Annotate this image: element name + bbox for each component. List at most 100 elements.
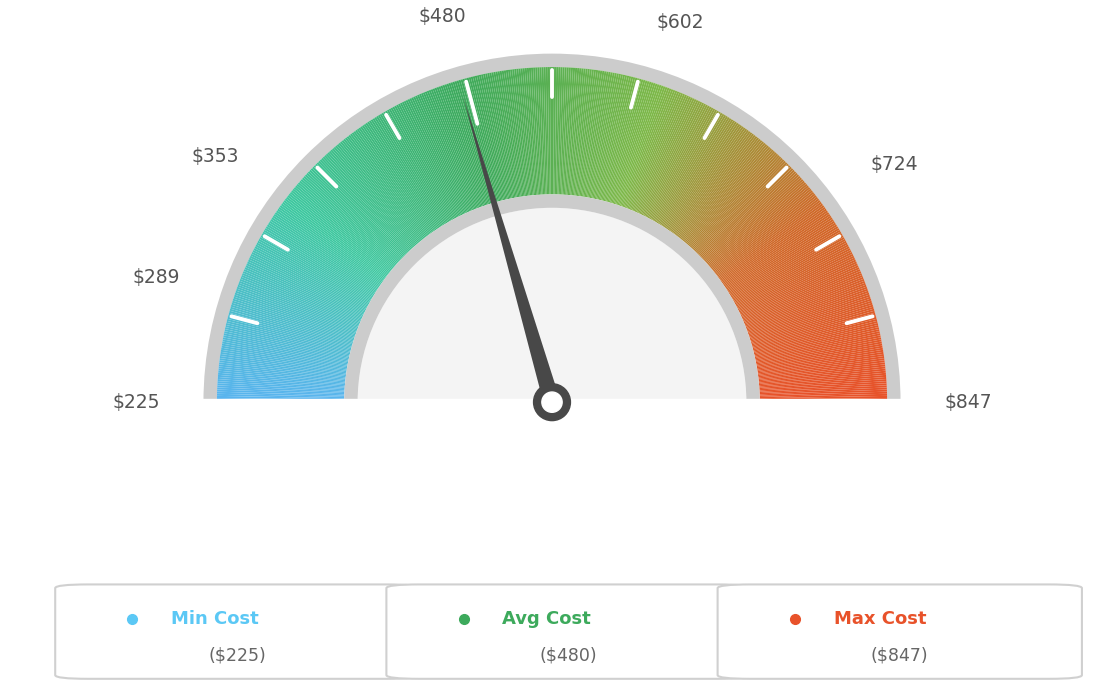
Wedge shape — [262, 233, 372, 299]
Wedge shape — [670, 126, 744, 232]
Wedge shape — [760, 390, 887, 395]
Wedge shape — [756, 344, 882, 367]
Wedge shape — [617, 84, 659, 206]
Wedge shape — [657, 112, 723, 224]
Wedge shape — [287, 195, 389, 275]
Wedge shape — [418, 94, 470, 211]
Wedge shape — [540, 67, 545, 195]
Wedge shape — [614, 82, 654, 204]
Wedge shape — [552, 67, 554, 195]
Wedge shape — [238, 281, 359, 328]
Wedge shape — [754, 321, 878, 353]
Wedge shape — [708, 181, 805, 266]
Circle shape — [542, 392, 562, 413]
Wedge shape — [753, 315, 877, 349]
Wedge shape — [413, 97, 467, 213]
Wedge shape — [426, 90, 476, 210]
Wedge shape — [665, 120, 735, 228]
Wedge shape — [740, 259, 856, 315]
Wedge shape — [248, 259, 364, 315]
Wedge shape — [446, 83, 488, 205]
Wedge shape — [221, 350, 347, 371]
Wedge shape — [358, 208, 746, 402]
Wedge shape — [425, 91, 475, 210]
Wedge shape — [662, 118, 732, 227]
Wedge shape — [715, 195, 817, 275]
Wedge shape — [222, 342, 348, 366]
Wedge shape — [596, 75, 625, 199]
Wedge shape — [697, 161, 786, 253]
Wedge shape — [222, 344, 348, 367]
Wedge shape — [510, 70, 528, 196]
Wedge shape — [229, 313, 352, 348]
Wedge shape — [602, 77, 634, 201]
Wedge shape — [676, 132, 753, 235]
Wedge shape — [758, 362, 885, 379]
Wedge shape — [438, 86, 482, 207]
Wedge shape — [740, 257, 856, 314]
Wedge shape — [548, 67, 551, 195]
Wedge shape — [718, 200, 820, 278]
Wedge shape — [280, 204, 384, 280]
Wedge shape — [618, 85, 661, 206]
Wedge shape — [481, 75, 509, 199]
Wedge shape — [538, 67, 544, 195]
Wedge shape — [749, 293, 870, 335]
Wedge shape — [713, 190, 813, 272]
Wedge shape — [750, 297, 871, 338]
Wedge shape — [224, 333, 349, 361]
Wedge shape — [217, 390, 344, 395]
Wedge shape — [691, 154, 778, 249]
Wedge shape — [562, 68, 571, 195]
Wedge shape — [321, 158, 410, 252]
Wedge shape — [746, 285, 867, 331]
Wedge shape — [582, 70, 603, 197]
Wedge shape — [407, 99, 464, 215]
Wedge shape — [629, 91, 679, 210]
Wedge shape — [300, 179, 397, 265]
Wedge shape — [608, 80, 646, 203]
Wedge shape — [553, 67, 556, 195]
Wedge shape — [289, 192, 390, 273]
Wedge shape — [355, 130, 431, 234]
Wedge shape — [240, 279, 359, 327]
Wedge shape — [732, 235, 843, 299]
Wedge shape — [421, 93, 471, 211]
Wedge shape — [760, 383, 887, 392]
Wedge shape — [369, 120, 439, 228]
Wedge shape — [702, 171, 796, 260]
Wedge shape — [611, 80, 648, 203]
Text: Avg Cost: Avg Cost — [502, 609, 591, 628]
Wedge shape — [741, 262, 857, 316]
Wedge shape — [739, 254, 853, 311]
FancyBboxPatch shape — [55, 584, 420, 679]
Wedge shape — [607, 79, 644, 202]
Wedge shape — [277, 208, 382, 283]
Wedge shape — [253, 250, 367, 309]
Wedge shape — [243, 271, 361, 322]
Wedge shape — [760, 400, 888, 402]
Wedge shape — [222, 339, 348, 364]
Wedge shape — [380, 114, 446, 224]
Wedge shape — [506, 70, 524, 197]
Wedge shape — [226, 321, 350, 353]
Wedge shape — [745, 281, 866, 328]
Wedge shape — [757, 346, 883, 368]
Wedge shape — [580, 70, 598, 197]
Wedge shape — [232, 301, 354, 340]
Wedge shape — [294, 187, 393, 270]
Wedge shape — [692, 155, 779, 250]
Wedge shape — [288, 193, 390, 274]
Wedge shape — [734, 241, 847, 303]
Wedge shape — [735, 244, 849, 306]
Wedge shape — [241, 275, 360, 324]
Wedge shape — [700, 167, 792, 257]
Wedge shape — [742, 265, 859, 319]
Wedge shape — [745, 279, 864, 327]
Wedge shape — [625, 88, 671, 208]
Wedge shape — [731, 232, 841, 297]
Wedge shape — [397, 104, 458, 217]
Wedge shape — [221, 348, 347, 370]
Wedge shape — [378, 115, 445, 225]
Wedge shape — [760, 385, 887, 393]
